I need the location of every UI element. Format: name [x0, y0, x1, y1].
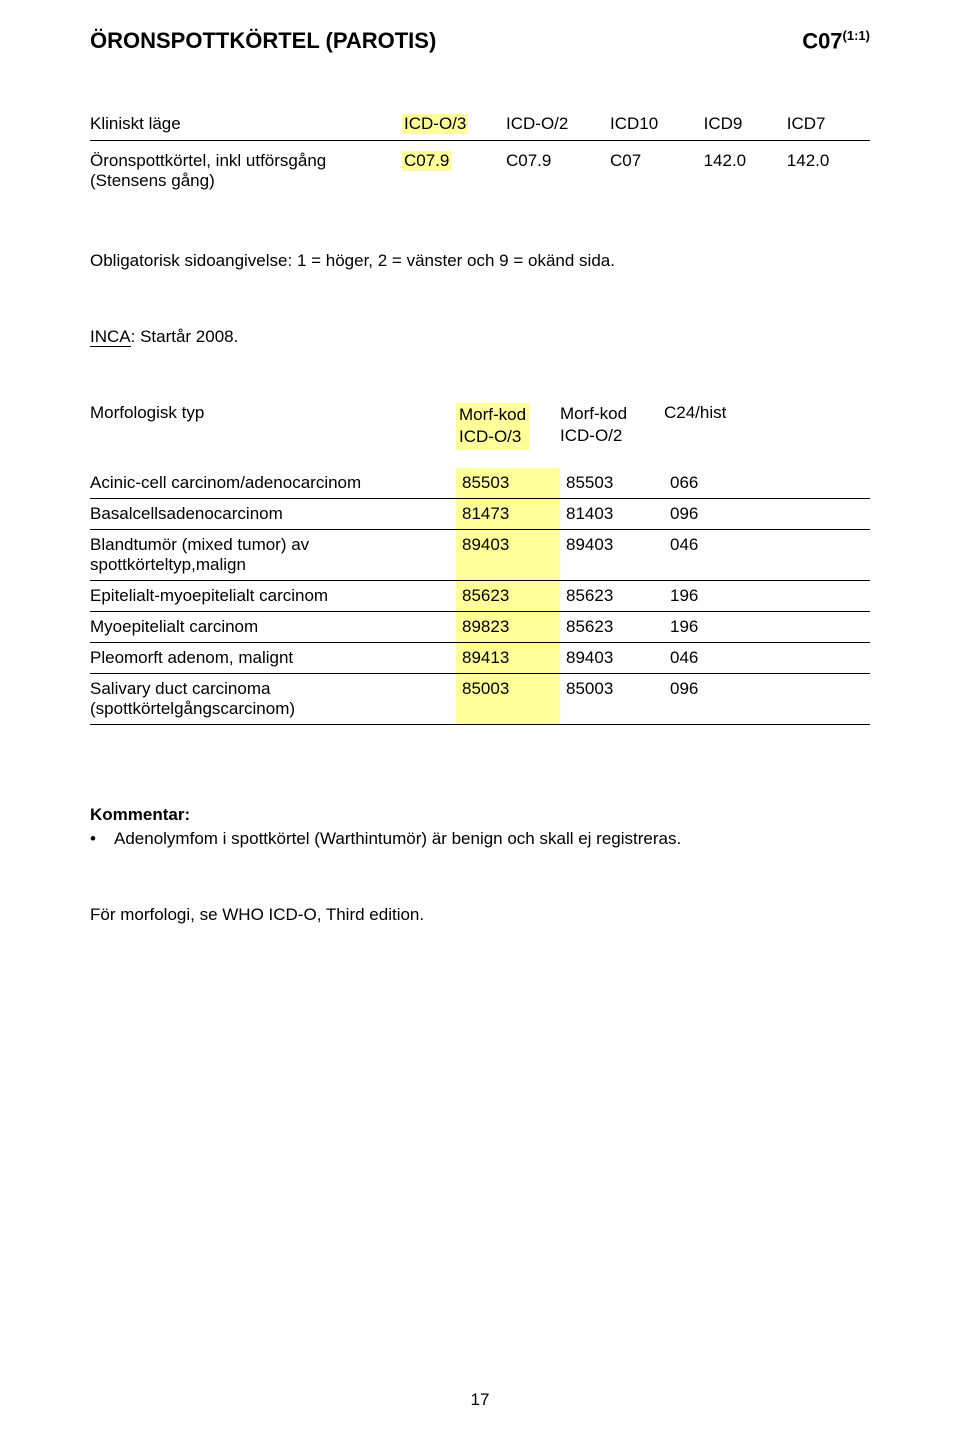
morf-row-label: Blandtumör (mixed tumor) av spottkörtelt… — [90, 530, 456, 580]
morf-row-label: Acinic-cell carcinom/adenocarcinom — [90, 468, 456, 498]
morf-cell-icdo3: 81473 — [456, 499, 560, 529]
page-code: C07(1:1) — [802, 28, 870, 54]
morf-header-label: Morfologisk typ — [90, 403, 456, 423]
morf-cell-c24: 046 — [664, 643, 768, 673]
morf-row-label: Salivary duct carcinoma (spottkörtelgång… — [90, 674, 456, 724]
context-cell-3: 142.0 — [704, 141, 787, 196]
morf-row-label: Basalcellsadenocarcinom — [90, 499, 456, 529]
context-col-h1: ICD-O/2 — [506, 110, 610, 141]
morf-cell-c24: 096 — [664, 674, 768, 724]
bullet-icon: • — [90, 829, 114, 849]
morf-cell-icdo2: 81403 — [560, 499, 664, 529]
morf-row-label: Myoepitelialt carcinom — [90, 612, 456, 642]
inca-label: INCA — [90, 327, 131, 347]
context-cell-1: C07.9 — [506, 141, 610, 196]
inca-line: INCA: Startår 2008. — [90, 327, 870, 347]
inca-text: : Startår 2008. — [131, 327, 239, 346]
context-cell-0: C07.9 — [402, 141, 506, 196]
context-header-row: Kliniskt läge ICD-O/3 ICD-O/2 ICD10 ICD9… — [90, 110, 870, 141]
context-col-h3: ICD9 — [704, 110, 787, 141]
morf-header: Morfologisk typ Morf-kodICD-O/3 Morf-kod… — [90, 403, 870, 449]
table-row: Acinic-cell carcinom/adenocarcinom855038… — [90, 468, 870, 499]
table-row: Salivary duct carcinoma (spottkörtelgång… — [90, 674, 870, 725]
morf-header-col2: Morf-kodICD-O/2 — [560, 403, 664, 447]
morf-cell-c24: 196 — [664, 581, 768, 611]
context-row-label: Kliniskt läge — [90, 110, 402, 141]
table-row: Epitelialt-myoepitelialt carcinom8562385… — [90, 581, 870, 612]
morf-cell-icdo2: 85503 — [560, 468, 664, 498]
morf-row-label: Pleomorft adenom, malignt — [90, 643, 456, 673]
context-table: Kliniskt läge ICD-O/3 ICD-O/2 ICD10 ICD9… — [90, 110, 870, 195]
footer-line: För morfologi, se WHO ICD-O, Third editi… — [90, 905, 870, 925]
table-row: Blandtumör (mixed tumor) av spottkörtelt… — [90, 530, 870, 581]
table-row: Basalcellsadenocarcinom8147381403096 — [90, 499, 870, 530]
context-col-h2: ICD10 — [610, 110, 704, 141]
morf-cell-icdo3: 85623 — [456, 581, 560, 611]
morf-cell-icdo3: 85503 — [456, 468, 560, 498]
context-row-name: Öronspottkörtel, inkl utförsgång (Stense… — [90, 141, 402, 196]
page-header: ÖRONSPOTTKÖRTEL (PAROTIS) C07(1:1) — [90, 28, 870, 54]
context-cell-4: 142.0 — [787, 141, 870, 196]
morf-cell-icdo3: 89823 — [456, 612, 560, 642]
table-row: Pleomorft adenom, malignt8941389403046 — [90, 643, 870, 674]
morf-cell-icdo2: 85623 — [560, 612, 664, 642]
morf-rows: Acinic-cell carcinom/adenocarcinom855038… — [90, 468, 870, 725]
kommentar-bullet: • Adenolymfom i spottkörtel (Warthintumö… — [90, 829, 870, 849]
morf-cell-icdo2: 89403 — [560, 530, 664, 580]
morf-header-col3: C24/hist — [664, 403, 768, 423]
morf-table: Morfologisk typ Morf-kodICD-O/3 Morf-kod… — [90, 403, 870, 724]
morf-row-label: Epitelialt-myoepitelialt carcinom — [90, 581, 456, 611]
morf-cell-c24: 066 — [664, 468, 768, 498]
page-code-prefix: C07 — [802, 28, 842, 53]
morf-cell-icdo2: 85623 — [560, 581, 664, 611]
page-code-sup: (1:1) — [843, 28, 870, 43]
context-data-row: Öronspottkörtel, inkl utförsgång (Stense… — [90, 141, 870, 196]
page-title: ÖRONSPOTTKÖRTEL (PAROTIS) — [90, 28, 436, 54]
morf-cell-c24: 196 — [664, 612, 768, 642]
side-note: Obligatorisk sidoangivelse: 1 = höger, 2… — [90, 251, 870, 271]
page-number: 17 — [0, 1390, 960, 1410]
context-col-h4: ICD7 — [787, 110, 870, 141]
morf-cell-icdo2: 85003 — [560, 674, 664, 724]
kommentar-text: Adenolymfom i spottkörtel (Warthintumör)… — [114, 829, 681, 849]
kommentar-title: Kommentar: — [90, 805, 870, 825]
morf-cell-icdo3: 89413 — [456, 643, 560, 673]
context-cell-2: C07 — [610, 141, 704, 196]
morf-cell-icdo3: 85003 — [456, 674, 560, 724]
morf-cell-icdo2: 89403 — [560, 643, 664, 673]
kommentar-block: Kommentar: • Adenolymfom i spottkörtel (… — [90, 805, 870, 849]
table-row: Myoepitelialt carcinom8982385623196 — [90, 612, 870, 643]
morf-header-col1: Morf-kodICD-O/3 — [456, 403, 560, 449]
morf-cell-c24: 096 — [664, 499, 768, 529]
morf-cell-icdo3: 89403 — [456, 530, 560, 580]
context-col-h0: ICD-O/3 — [402, 110, 506, 141]
morf-cell-c24: 046 — [664, 530, 768, 580]
